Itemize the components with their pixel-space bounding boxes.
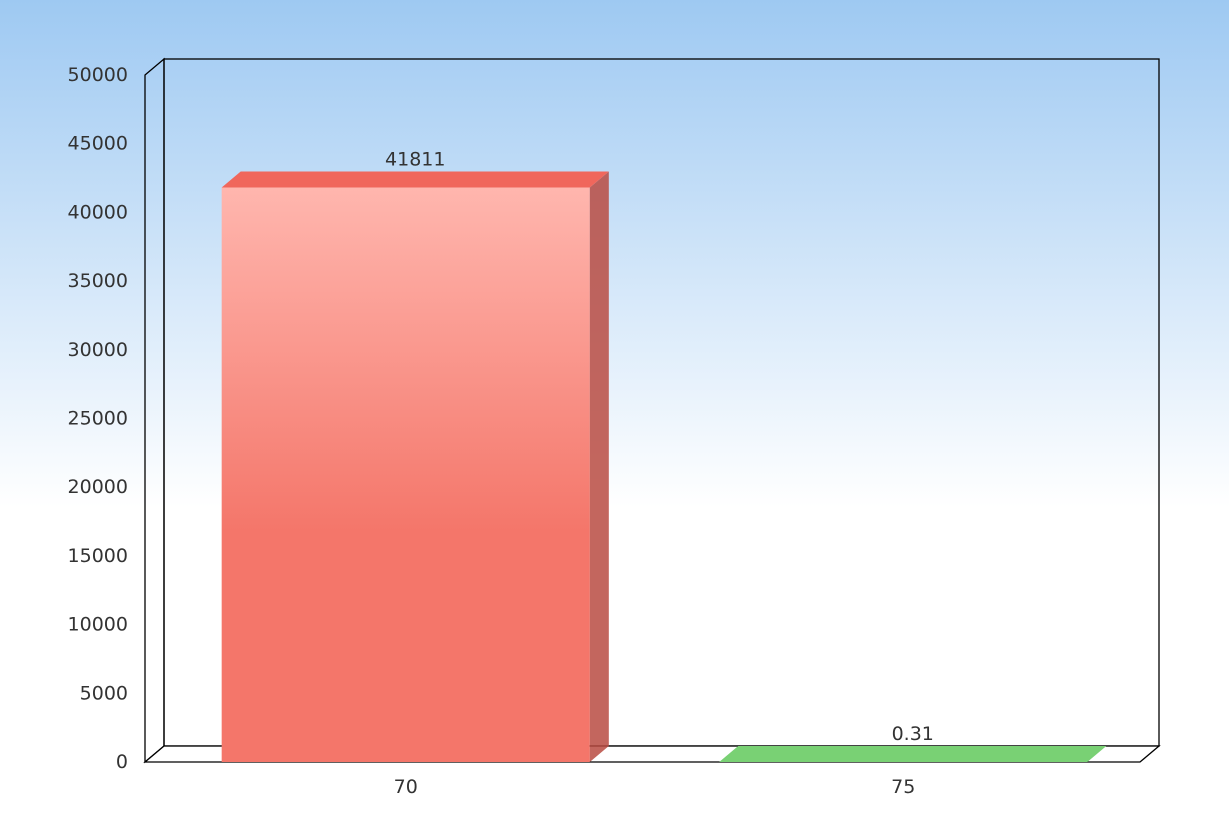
x-tick-label: 70 — [394, 776, 418, 798]
bar-75 — [719, 746, 1107, 762]
y-tick-label: 20000 — [68, 476, 128, 498]
labels: 0 5000 10000 15000 20000 25000 30000 35000 40000… — [68, 64, 934, 798]
y-tick-label: 35000 — [68, 270, 128, 292]
y-tick-label: 5000 — [80, 682, 128, 704]
y-tick-label: 0 — [116, 751, 128, 773]
x-tick-label: 75 — [891, 776, 915, 798]
y-tick-label: 40000 — [68, 201, 128, 223]
bar-top — [719, 746, 1107, 762]
bar-side — [589, 171, 609, 763]
y-tick-label: 45000 — [68, 133, 128, 155]
y-tick-label: 25000 — [68, 408, 128, 430]
y-tick-label: 10000 — [68, 614, 128, 636]
bar-front — [221, 187, 590, 763]
y-tick-label: 15000 — [68, 545, 128, 567]
data-label: 41811 — [385, 149, 445, 171]
data-label: 0.31 — [892, 723, 934, 745]
bars — [221, 171, 1107, 763]
bar-70 — [221, 171, 609, 763]
y-tick-label: 30000 — [68, 339, 128, 361]
bar-top — [221, 171, 609, 188]
y-tick-label: 50000 — [68, 64, 128, 86]
